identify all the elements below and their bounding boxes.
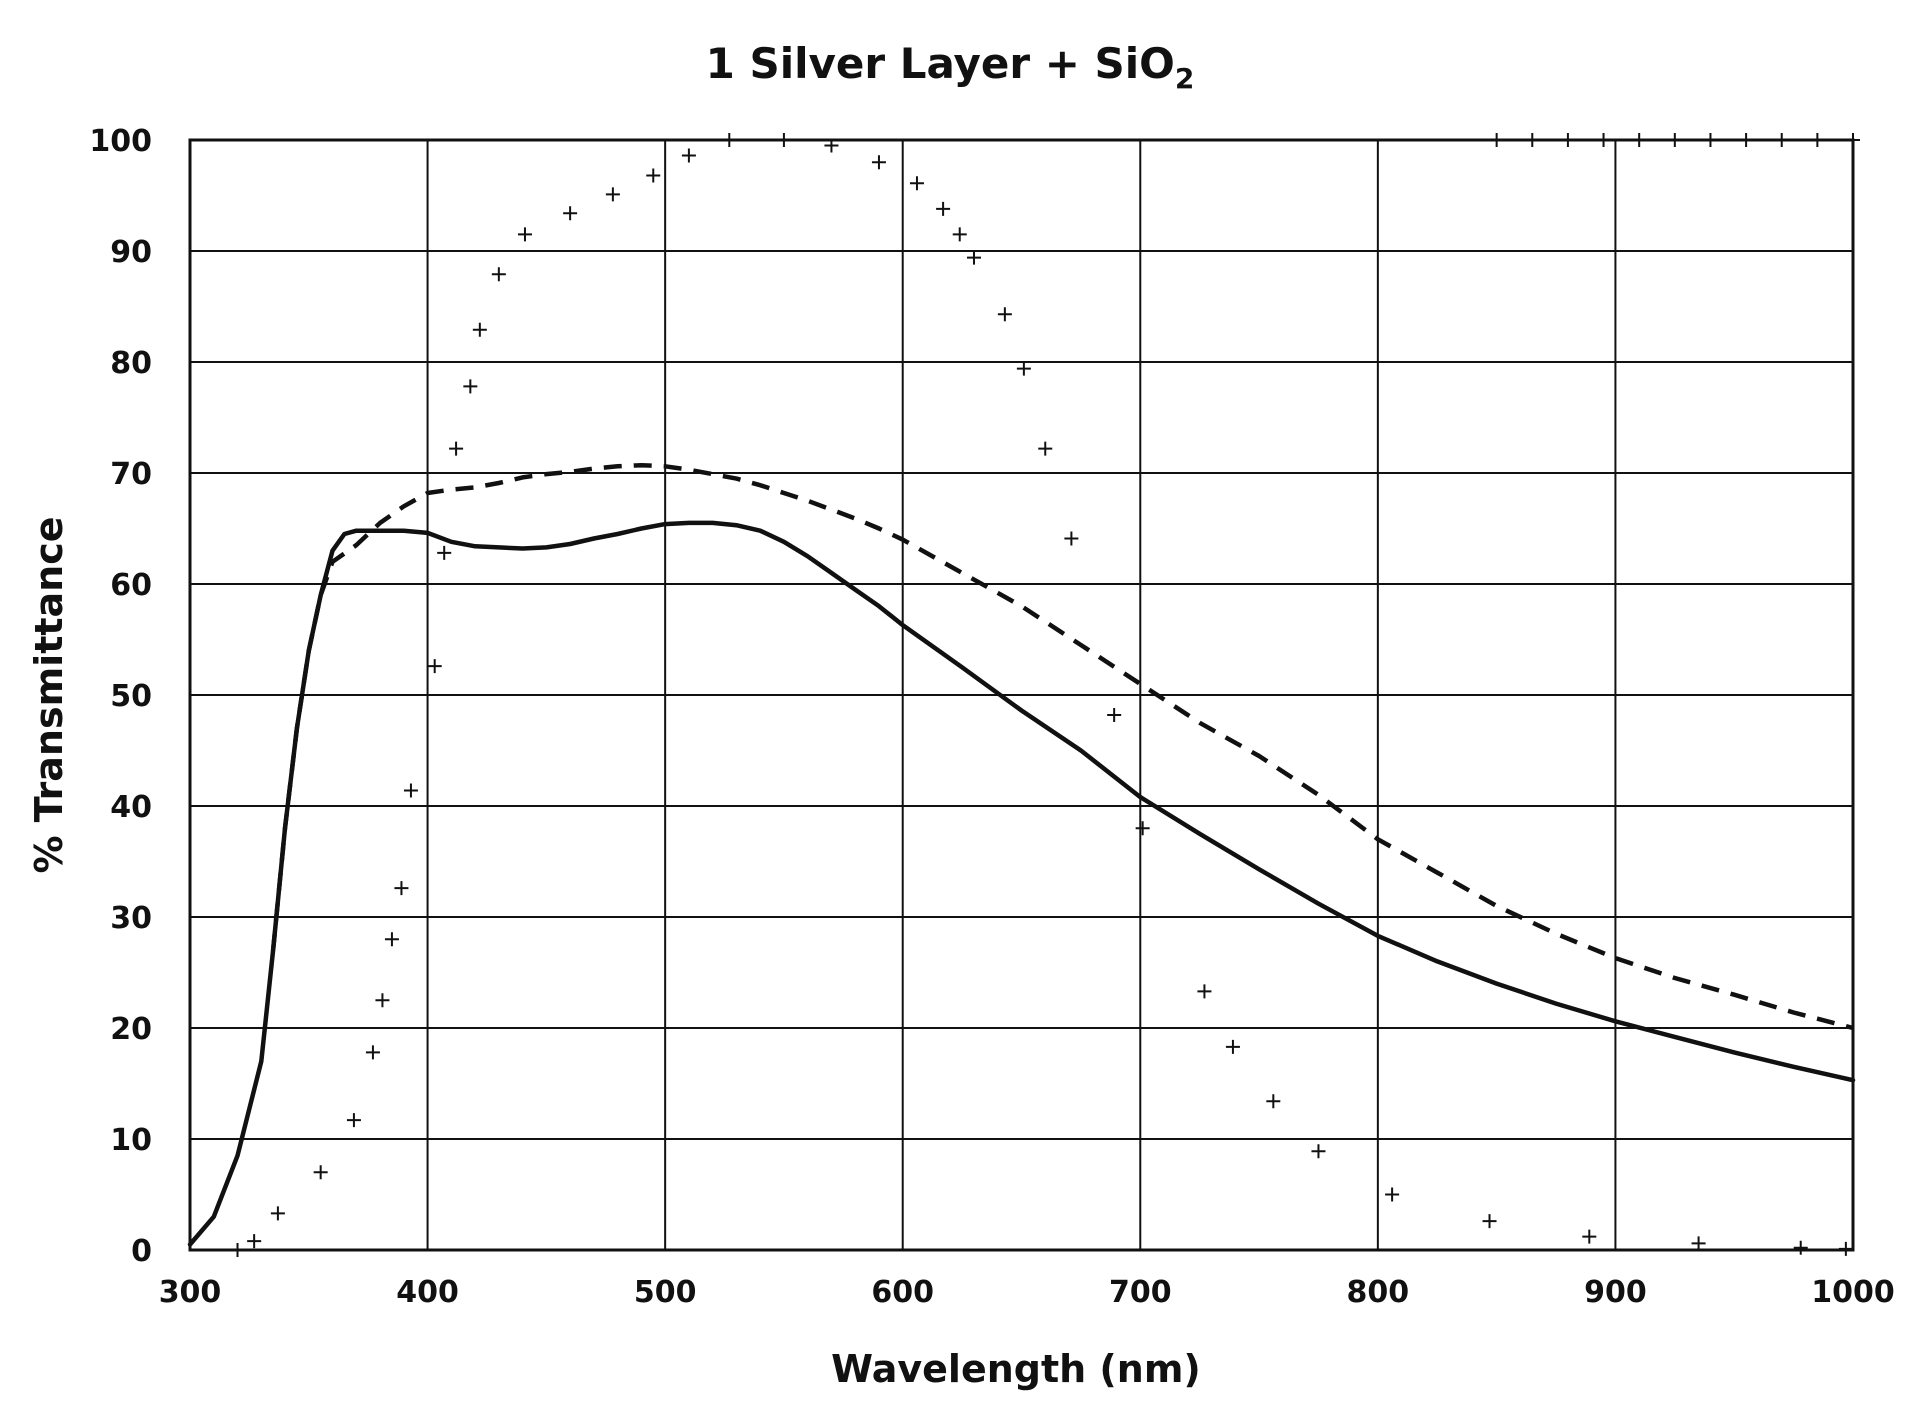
plus-marker <box>1311 1144 1326 1159</box>
plus-marker <box>313 1165 328 1180</box>
plus-marker <box>1038 441 1053 456</box>
plot-area-frame <box>188 138 1855 1252</box>
plus-marker <box>1691 1236 1706 1251</box>
plus-marker <box>270 1206 285 1221</box>
y-tick-label: 60 <box>110 568 152 603</box>
plus-marker <box>449 441 464 456</box>
plus-marker <box>1107 707 1122 722</box>
x-tick-label: 600 <box>871 1275 934 1310</box>
plus-marker <box>1135 821 1150 836</box>
series-dashed-line <box>270 462 1854 1031</box>
plus-marker <box>1582 1229 1597 1244</box>
plus-marker <box>384 932 399 947</box>
y-tick-label: 90 <box>110 235 152 270</box>
y-tick-label: 40 <box>110 790 152 825</box>
plus-marker <box>1793 1240 1808 1255</box>
x-tick-label: 800 <box>1347 1275 1410 1310</box>
plus-marker <box>437 545 452 560</box>
plus-marker <box>563 206 578 221</box>
plus-marker <box>1266 1094 1281 1109</box>
plus-marker <box>247 1234 262 1249</box>
plus-marker <box>681 148 696 163</box>
chart-tick-labels: 300 400 500 600 700 800 900 1000 0 10 20 30 40 50 60 70… <box>89 124 1894 1310</box>
x-axis-label: Wavelength (nm) <box>831 1347 1201 1391</box>
y-tick-label: 100 <box>89 124 152 159</box>
plus-marker <box>997 307 1012 322</box>
plus-marker <box>936 201 951 216</box>
x-tick-label: 400 <box>396 1275 459 1310</box>
y-tick-label: 10 <box>110 1123 152 1158</box>
y-tick-label: 50 <box>110 679 152 714</box>
plus-marker <box>491 267 506 282</box>
plus-marker <box>427 659 442 674</box>
plus-marker <box>472 322 487 337</box>
y-tick-label: 0 <box>131 1234 152 1269</box>
plus-marker <box>646 168 661 183</box>
y-tick-label: 20 <box>110 1012 152 1047</box>
plus-marker <box>952 227 967 242</box>
y-tick-label: 30 <box>110 901 152 936</box>
plus-marker <box>365 1045 380 1060</box>
chart-title-main: 1 Silver Layer + SiO <box>706 39 1175 88</box>
plus-marker <box>1016 361 1031 376</box>
plus-marker <box>1482 1214 1497 1229</box>
x-tick-label: 900 <box>1584 1275 1647 1310</box>
plus-marker <box>1225 1039 1240 1054</box>
plus-marker <box>517 227 532 242</box>
plus-marker <box>871 155 886 170</box>
x-tick-label: 1000 <box>1811 1275 1895 1310</box>
series-solid-line <box>187 520 1856 1247</box>
y-tick-label: 80 <box>110 346 152 381</box>
plus-marker <box>394 881 409 896</box>
plus-marker <box>463 379 478 394</box>
chart-gridlines <box>189 139 1854 1251</box>
x-tick-label: 300 <box>159 1275 222 1310</box>
x-tick-label: 700 <box>1109 1275 1172 1310</box>
plus-marker <box>346 1113 361 1128</box>
plus-marker <box>375 993 390 1008</box>
plus-marker <box>605 187 620 202</box>
plus-marker <box>1385 1187 1400 1202</box>
plus-marker <box>909 176 924 191</box>
y-axis-label: % Transmittance <box>27 516 71 873</box>
plus-marker <box>403 783 418 798</box>
plus-marker <box>1064 531 1079 546</box>
y-tick-label: 70 <box>110 457 152 492</box>
chart-title: 1 Silver Layer + SiO2 <box>706 39 1195 95</box>
plus-marker <box>966 250 981 265</box>
chart-title-subscript: 2 <box>1175 62 1194 95</box>
x-tick-label: 500 <box>634 1275 697 1310</box>
plus-marker <box>1197 984 1212 999</box>
